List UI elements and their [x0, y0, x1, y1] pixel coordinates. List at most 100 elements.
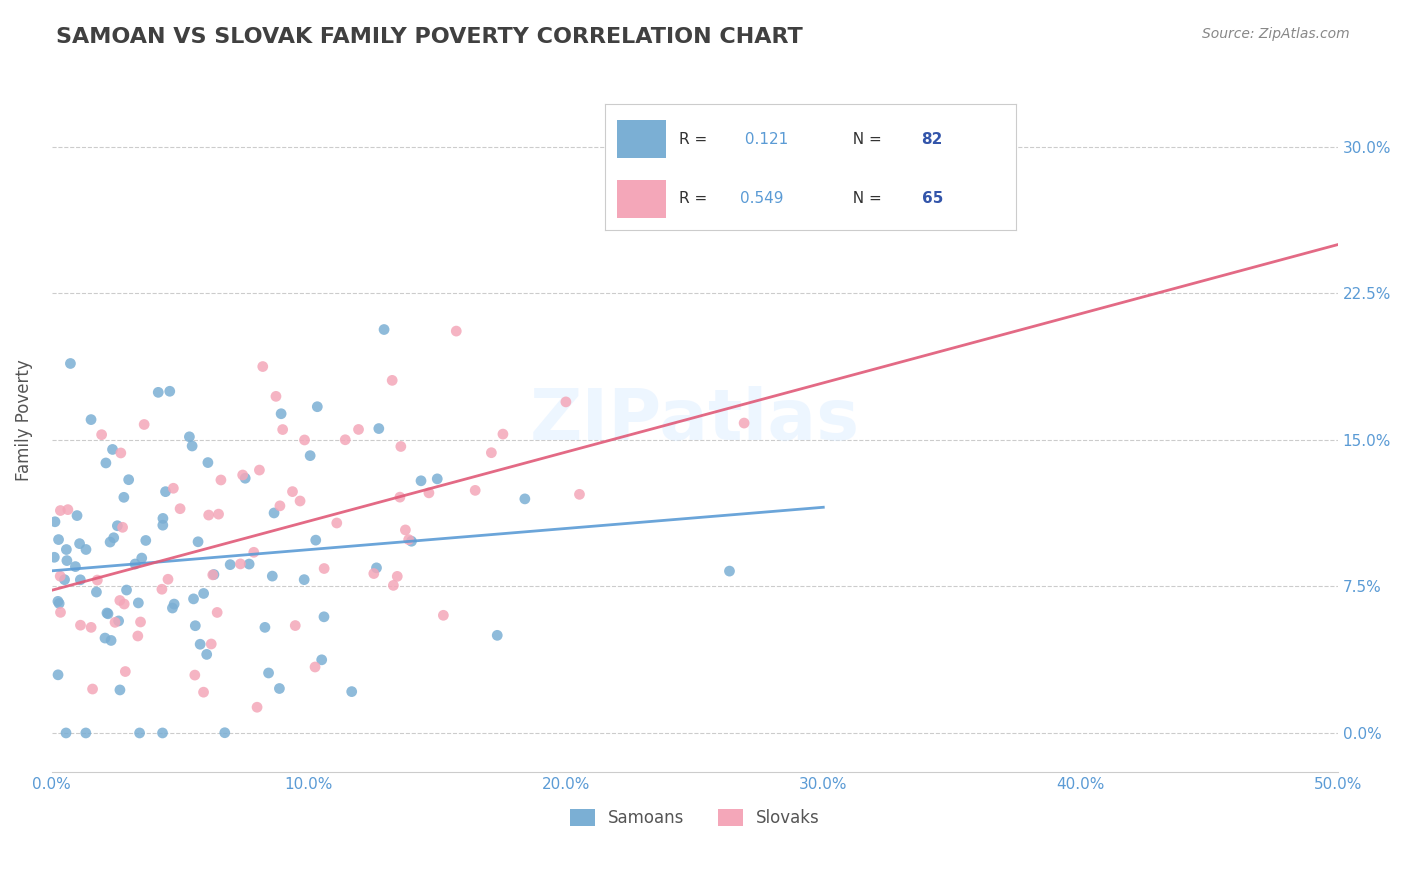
Point: [103, 531, 125, 545]
Point: [232, 468, 254, 483]
Point: [55, 726, 77, 740]
Point: [94, 456, 117, 470]
Point: [242, 545, 264, 559]
Point: [134, 417, 156, 432]
Point: [184, 618, 207, 632]
Point: [114, 665, 136, 679]
Point: [340, 684, 363, 698]
Point: [299, 449, 322, 463]
Point: [80, 620, 103, 634]
Point: [69, 618, 91, 632]
Point: [101, 442, 124, 457]
Point: [305, 533, 328, 548]
Point: [152, 518, 174, 533]
Point: [264, 389, 287, 403]
Point: [127, 596, 149, 610]
Point: [479, 446, 502, 460]
Point: [65, 559, 87, 574]
Point: [294, 433, 316, 447]
Point: [271, 423, 294, 437]
Point: [82, 681, 104, 696]
Point: [124, 557, 146, 571]
Point: [464, 483, 486, 498]
Point: [269, 499, 291, 513]
Point: [128, 726, 150, 740]
Point: [107, 614, 129, 628]
Point: [398, 533, 420, 547]
Point: [46, 594, 69, 608]
Point: [49, 606, 72, 620]
Point: [197, 456, 219, 470]
Point: [156, 572, 179, 586]
Point: [69, 573, 91, 587]
Point: [409, 474, 432, 488]
Point: [48, 533, 70, 547]
Point: [335, 433, 357, 447]
Point: [326, 516, 349, 530]
Point: [486, 628, 509, 642]
Point: [381, 373, 404, 387]
Point: [110, 446, 132, 460]
Point: [169, 501, 191, 516]
Point: [181, 439, 204, 453]
Point: [86, 573, 108, 587]
Point: [281, 484, 304, 499]
Point: [148, 385, 170, 400]
Point: [252, 359, 274, 374]
Point: [249, 463, 271, 477]
Point: [200, 637, 222, 651]
Point: [363, 566, 385, 581]
Point: [75, 542, 97, 557]
Point: [94, 631, 117, 645]
Point: [554, 395, 576, 409]
Point: [568, 487, 591, 501]
Point: [307, 400, 329, 414]
Y-axis label: Family Poverty: Family Poverty: [15, 359, 32, 481]
Point: [162, 601, 184, 615]
Point: [229, 557, 252, 571]
Point: [238, 557, 260, 571]
Point: [115, 582, 138, 597]
Point: [314, 561, 336, 575]
Point: [284, 618, 307, 632]
Point: [388, 490, 411, 504]
Point: [90, 427, 112, 442]
Point: [432, 608, 454, 623]
Point: [131, 551, 153, 566]
Point: [96, 606, 118, 620]
Point: [49, 503, 72, 517]
Point: [304, 660, 326, 674]
Point: [263, 506, 285, 520]
Point: [718, 564, 741, 578]
Point: [382, 578, 405, 592]
Point: [401, 534, 423, 549]
Point: [49, 569, 72, 583]
Point: [262, 569, 284, 583]
Point: [118, 473, 141, 487]
Point: [311, 653, 333, 667]
Point: [193, 685, 215, 699]
Point: [59, 356, 82, 370]
Point: [112, 491, 135, 505]
Point: [733, 416, 755, 430]
Point: [104, 615, 127, 630]
Point: [270, 407, 292, 421]
Point: [111, 520, 134, 534]
Point: [513, 491, 536, 506]
Point: [127, 629, 149, 643]
Point: [257, 665, 280, 680]
Point: [446, 324, 468, 338]
Point: [492, 427, 515, 442]
Point: [426, 472, 449, 486]
Point: [394, 523, 416, 537]
Point: [292, 573, 315, 587]
Point: [162, 481, 184, 495]
Point: [105, 518, 128, 533]
Point: [195, 648, 218, 662]
Text: Source: ZipAtlas.com: Source: ZipAtlas.com: [1202, 27, 1350, 41]
Point: [152, 726, 174, 740]
Point: [108, 682, 131, 697]
Point: [80, 412, 103, 426]
Point: [48, 597, 70, 611]
Point: [184, 668, 207, 682]
